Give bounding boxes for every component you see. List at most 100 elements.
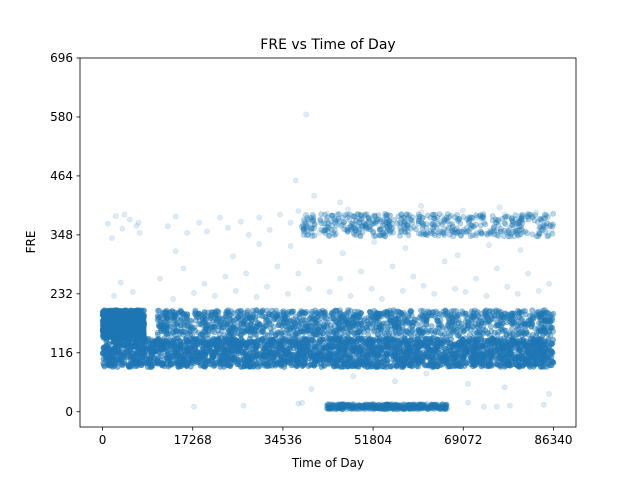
data-point (481, 353, 488, 360)
data-point (494, 346, 500, 353)
data-point (163, 341, 170, 348)
data-point (488, 349, 495, 356)
data-point (267, 350, 274, 357)
data-point (189, 349, 196, 356)
data-point (316, 336, 323, 343)
data-point (500, 358, 506, 365)
data-point (545, 344, 552, 351)
data-point (470, 363, 476, 370)
data-point (134, 361, 140, 368)
data-point (405, 359, 412, 366)
data-point (392, 329, 399, 336)
data-point (127, 314, 133, 320)
data-point (350, 350, 356, 357)
data-point (489, 308, 496, 315)
data-point (314, 361, 321, 367)
data-point (165, 350, 172, 357)
data-point (447, 347, 454, 354)
data-point (455, 339, 462, 346)
data-point (434, 318, 441, 325)
data-point (242, 339, 249, 346)
data-point (352, 362, 358, 368)
data-point (197, 362, 204, 369)
data-point (121, 307, 127, 314)
data-point (216, 338, 223, 345)
data-point (387, 344, 394, 351)
data-point (408, 337, 415, 344)
data-point (413, 354, 420, 361)
data-point (116, 333, 123, 340)
data-point (277, 361, 284, 368)
data-point (174, 353, 181, 360)
data-point (254, 360, 261, 367)
data-point (397, 349, 403, 356)
data-point (103, 327, 110, 334)
data-point (468, 314, 474, 320)
data-point (488, 338, 494, 345)
data-point (545, 310, 552, 317)
data-point (384, 351, 391, 357)
data-point (103, 333, 110, 340)
data-point (455, 317, 462, 324)
data-point (167, 357, 174, 364)
data-point (424, 362, 430, 369)
data-point (519, 352, 525, 359)
data-point (375, 343, 382, 350)
data-point (390, 337, 397, 344)
data-point (439, 361, 445, 368)
data-point (344, 354, 351, 361)
data-point (326, 336, 332, 342)
data-point (380, 363, 386, 370)
data-point (154, 360, 161, 367)
data-point (365, 355, 371, 362)
data-point (441, 351, 448, 358)
data-point (138, 318, 144, 325)
data-point (260, 348, 267, 355)
data-point (487, 361, 494, 368)
data-point (349, 356, 356, 363)
data-point (109, 328, 116, 335)
data-point (494, 361, 501, 368)
data-point (259, 336, 266, 343)
data-point (415, 341, 422, 348)
data-point (223, 356, 230, 363)
data-point (200, 343, 207, 350)
data-point (302, 336, 309, 343)
data-point (117, 355, 124, 362)
data-point (307, 339, 314, 346)
data-point (262, 362, 268, 369)
data-point (155, 345, 161, 352)
data-point (252, 314, 259, 321)
data-point (120, 329, 126, 336)
data-point (541, 350, 547, 357)
data-point (210, 335, 217, 342)
data-point (240, 348, 247, 355)
data-point (430, 361, 437, 368)
data-point (496, 339, 502, 346)
data-point (218, 328, 225, 334)
data-point (429, 351, 436, 358)
data-point (301, 360, 308, 367)
data-point (127, 323, 133, 330)
data-point (467, 356, 474, 363)
data-point (112, 359, 119, 366)
data-point (313, 352, 320, 358)
data-point (125, 349, 132, 355)
data-point (246, 363, 253, 369)
data-point (248, 338, 254, 345)
data-point (459, 325, 466, 332)
data-point (466, 332, 473, 338)
data-point (137, 333, 144, 340)
data-point (505, 343, 511, 350)
data-point (524, 357, 531, 364)
data-point (302, 344, 309, 350)
data-point (126, 363, 132, 370)
data-point (394, 356, 401, 362)
data-point (370, 362, 377, 369)
data-point (217, 363, 224, 370)
data-point (461, 344, 467, 351)
data-point (286, 346, 293, 353)
data-point (100, 362, 107, 369)
data-point (433, 336, 440, 342)
